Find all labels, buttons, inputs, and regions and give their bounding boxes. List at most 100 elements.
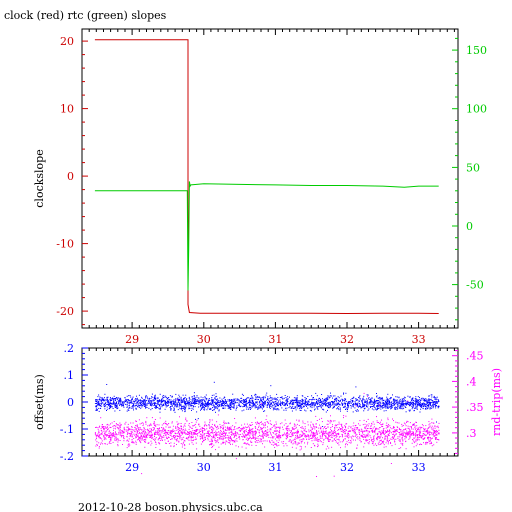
data-point <box>187 432 189 434</box>
data-point <box>350 426 352 428</box>
data-point <box>184 411 186 413</box>
data-point <box>249 404 251 405</box>
data-point <box>119 403 121 405</box>
data-point <box>334 395 336 397</box>
data-point <box>136 395 137 397</box>
data-point <box>111 422 113 424</box>
data-point <box>367 418 369 420</box>
data-point <box>304 397 306 398</box>
data-point <box>200 409 201 411</box>
data-point <box>252 433 254 435</box>
data-point <box>98 435 100 437</box>
data-point <box>391 407 393 409</box>
data-point <box>370 425 372 427</box>
data-point <box>290 402 292 404</box>
data-point <box>221 400 223 402</box>
data-point <box>399 407 401 409</box>
data-point <box>392 433 394 435</box>
data-point <box>261 421 262 423</box>
data-point <box>212 402 214 404</box>
data-point <box>110 436 111 438</box>
data-point <box>128 400 130 401</box>
data-point <box>252 405 254 407</box>
data-point <box>413 437 415 439</box>
data-point <box>223 442 225 444</box>
data-point <box>316 437 318 439</box>
data-point <box>416 443 418 445</box>
data-point <box>300 405 302 407</box>
data-point <box>295 447 297 449</box>
data-point <box>335 441 337 443</box>
data-point <box>119 399 121 401</box>
data-point <box>404 397 406 399</box>
data-point <box>252 397 254 399</box>
data-point <box>386 401 388 403</box>
data-point <box>215 393 217 395</box>
data-point <box>127 432 129 434</box>
data-point <box>366 401 368 403</box>
data-point <box>361 400 363 402</box>
series-magenta-points <box>94 392 440 477</box>
data-point <box>394 407 395 409</box>
data-point <box>437 439 439 440</box>
data-point <box>98 436 100 438</box>
data-point <box>277 442 279 443</box>
data-point <box>112 403 114 405</box>
data-point <box>302 422 304 424</box>
data-point <box>415 398 417 400</box>
data-point <box>410 402 412 404</box>
data-point <box>140 407 142 409</box>
data-point <box>283 432 285 434</box>
data-point <box>289 436 291 437</box>
data-point <box>133 409 134 411</box>
data-point <box>320 405 322 407</box>
data-point <box>415 396 417 398</box>
data-point <box>121 403 123 405</box>
data-point <box>355 386 357 388</box>
data-point <box>302 395 304 397</box>
data-point <box>380 433 382 435</box>
data-point <box>278 431 280 433</box>
data-point <box>116 426 118 428</box>
data-point <box>132 431 134 433</box>
data-point <box>262 437 264 439</box>
data-point <box>329 434 331 436</box>
data-point <box>178 431 180 433</box>
data-point <box>417 438 419 440</box>
data-point <box>423 400 425 402</box>
data-point <box>126 406 128 408</box>
data-point <box>369 399 371 401</box>
data-point <box>204 421 206 423</box>
data-point <box>204 429 206 431</box>
data-point <box>233 399 235 401</box>
data-point <box>208 432 209 434</box>
data-point <box>242 399 244 401</box>
data-point <box>332 404 334 406</box>
data-point <box>107 396 109 398</box>
data-point <box>383 442 384 444</box>
data-point <box>144 446 146 448</box>
data-point <box>292 407 294 409</box>
data-point <box>258 405 260 407</box>
data-point <box>433 422 435 424</box>
data-point <box>161 406 163 408</box>
data-point <box>185 402 187 404</box>
data-point <box>143 403 145 405</box>
data-point <box>131 439 133 440</box>
data-point <box>230 400 232 402</box>
data-point <box>348 405 350 407</box>
data-point <box>416 422 417 423</box>
x-tick-label: 31 <box>268 333 282 346</box>
data-point <box>142 400 144 402</box>
data-point <box>429 401 431 403</box>
data-point <box>169 402 171 404</box>
data-point <box>105 431 107 433</box>
data-point <box>203 440 204 442</box>
data-point <box>311 427 313 429</box>
data-point <box>223 433 225 435</box>
data-point <box>168 426 170 428</box>
data-point <box>147 425 149 427</box>
data-point <box>114 402 116 404</box>
data-point <box>296 438 298 440</box>
data-point <box>264 401 266 403</box>
